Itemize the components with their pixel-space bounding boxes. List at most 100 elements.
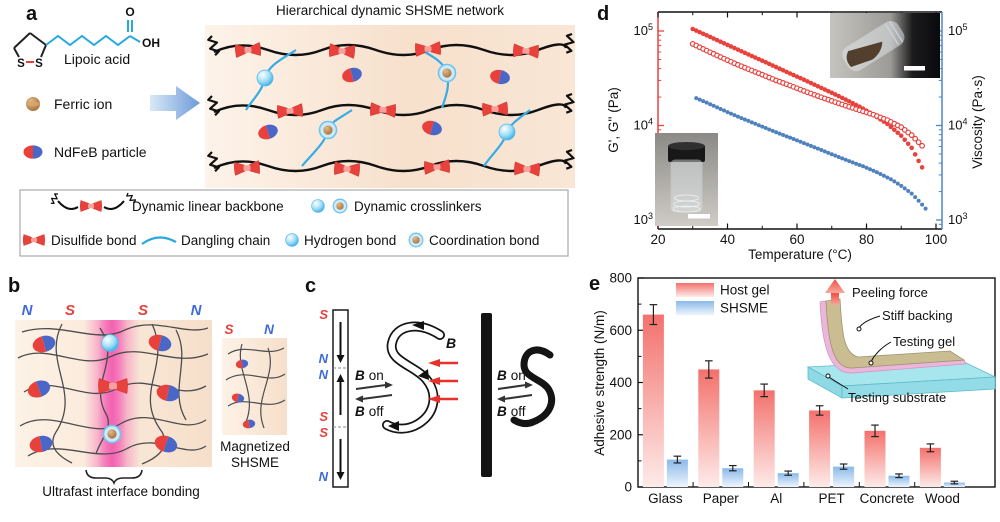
ferric-ion-label: Ferric ion (54, 96, 112, 112)
panel-e-label: e (589, 273, 601, 295)
pole-label: S (319, 307, 328, 322)
svg-text:60: 60 (789, 232, 804, 247)
category-label: Glass (648, 491, 683, 506)
network-title: Hierarchical dynamic SHSME network (276, 3, 504, 18)
x-axis-label: Temperature (°C) (748, 247, 852, 262)
series-g-prime-storage-modulus (690, 26, 925, 170)
panel-c-label: c (305, 275, 317, 297)
svg-text:103: 103 (948, 211, 967, 227)
left-y-axis-label: G', G'' (Pa) (606, 87, 621, 153)
magnetized-caption: SHSME (231, 455, 279, 470)
svg-text:200: 200 (609, 427, 632, 442)
chart-legend: Host gel SHSME (676, 283, 770, 316)
bar-host-gel-paper (698, 369, 720, 487)
coordination-bond-icon (102, 424, 122, 444)
legend-coordination-label: Coordination bond (429, 233, 539, 248)
legend-dangling-label: Dangling chain (181, 233, 270, 248)
svg-text:0: 0 (624, 480, 632, 495)
bar-shsme-pet (833, 466, 855, 487)
pole-label: N (264, 322, 274, 337)
adhesion-chart: 0 200 400 600 800 Glass Paper Al PET Concrete Wood… (592, 271, 997, 506)
pole-label: N (319, 351, 329, 366)
series-viscosity (694, 96, 928, 211)
hydrogen-bond-icon (101, 334, 119, 352)
shsme-network-diagram (205, 25, 577, 188)
magnet-bar (332, 309, 349, 488)
panel-b-graphic: N S S N (15, 302, 290, 499)
series-g-double-prime-loss-modulus (689, 41, 926, 149)
legend-backbone-label: Dynamic linear backbone (132, 199, 284, 214)
peel-test-inset: Peeling force Stiff backing Testing gel … (806, 279, 997, 405)
series-host-gel (642, 304, 941, 487)
hydrogen-bond-icon (256, 69, 274, 87)
category-label: PET (818, 491, 844, 506)
category-label: Concrete (860, 491, 915, 506)
panel-a-graphic: S S O OH Lipoic acid Ferric ion NdFeB pa… (13, 3, 577, 257)
category-label: Al (770, 491, 782, 506)
dangling-chain-icon (141, 236, 177, 245)
pole-label: N (319, 367, 329, 382)
svg-text:80: 80 (859, 232, 874, 247)
svg-text:104: 104 (634, 117, 653, 133)
svg-text:100: 100 (925, 232, 948, 247)
lipoic-acid-structure: S S O OH Lipoic acid (13, 5, 160, 70)
svg-text:104: 104 (948, 117, 967, 133)
bar-host-gel-concrete (864, 430, 886, 487)
strip-photo (481, 313, 492, 477)
pole-label: N (191, 302, 203, 319)
bar-shsme-glass (666, 459, 688, 487)
s-atom-label: S (35, 58, 43, 70)
bar-shsme-paper (722, 468, 744, 487)
series-shsme (666, 455, 965, 487)
svg-text:105: 105 (634, 22, 653, 38)
magnetized-shsme-diagram (222, 338, 287, 435)
o-atom-label: O (125, 5, 134, 19)
svg-text:105: 105 (948, 22, 967, 38)
svg-text:103: 103 (634, 211, 653, 227)
panel-a-label: a (26, 3, 38, 25)
stiff-backing-label: Stiff backing (882, 308, 953, 323)
interface-bonding-diagram (15, 320, 212, 467)
ferric-ion-key: Ferric ion (26, 96, 112, 112)
bar-host-gel-wood (919, 447, 941, 487)
interface-bonding-caption: Ultrafast interface bonding (42, 484, 200, 499)
bar-host-gel-pet (809, 410, 831, 487)
bar-shsme-wood (943, 482, 965, 487)
sol-vial-photo (830, 13, 940, 78)
stiff-backing-shape (825, 298, 966, 369)
gel-vial-photo (655, 133, 718, 226)
y-axis-label: Adhesive strength (N/m) (592, 310, 607, 456)
svg-text:800: 800 (609, 271, 632, 286)
svg-text:40: 40 (720, 232, 735, 247)
bar-host-gel-glass (642, 314, 664, 487)
bar-host-gel-al (753, 390, 775, 487)
field-arrows (428, 359, 458, 403)
magnetized-caption: Magnetized (220, 439, 290, 454)
s-atom-label: S (17, 58, 25, 70)
scale-bar (688, 214, 710, 219)
category-label: Paper (703, 491, 740, 506)
pole-label: S (224, 322, 233, 337)
svg-text:600: 600 (609, 323, 632, 338)
svg-text:Bon: Bon (497, 368, 526, 383)
ndfeb-particle-key: NdFeB particle (23, 144, 147, 160)
pole-label: S (319, 425, 328, 440)
right-y-axis-label: Viscosity (Pa·s) (970, 75, 985, 169)
pole-label: N (22, 302, 34, 319)
testing-substrate-label: Testing substrate (848, 390, 946, 405)
svg-text:Bon: Bon (355, 368, 384, 383)
bar-shsme-al (777, 473, 799, 487)
s-shape-photo (510, 346, 556, 427)
s-shape-sketch (382, 321, 445, 434)
pole-label: S (65, 302, 75, 319)
svg-text:400: 400 (609, 375, 632, 390)
field-symbol: B (446, 335, 456, 351)
arrow-right-icon (150, 86, 200, 120)
brace-icon (85, 469, 143, 486)
